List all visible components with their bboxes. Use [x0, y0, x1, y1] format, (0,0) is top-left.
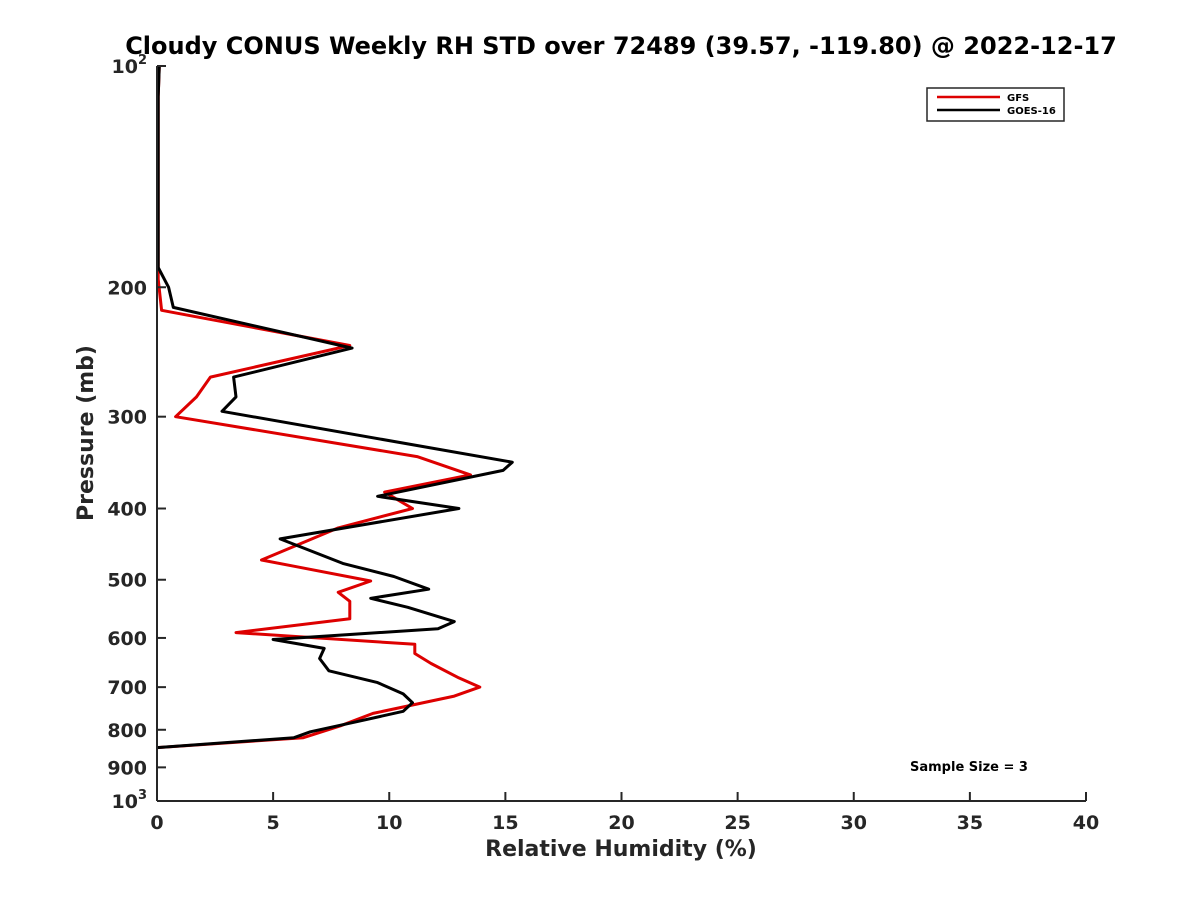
- sample-size-annotation: Sample Size = 3: [910, 760, 1028, 775]
- legend-box: [926, 87, 1065, 122]
- y-tick-label: 900: [107, 757, 147, 779]
- x-axis-label: Relative Humidity (%): [485, 837, 757, 862]
- plot-area: [157, 66, 514, 750]
- y-tick-label: 500: [107, 570, 147, 592]
- series-layer: [157, 66, 514, 750]
- y-tick-label-base: 800: [107, 720, 147, 742]
- series-line-goes-16: [157, 66, 514, 750]
- y-tick-label: 800: [107, 720, 147, 742]
- y-tick-label: 600: [107, 628, 147, 650]
- x-tick-label: 40: [1073, 812, 1099, 834]
- y-tick-label: 102: [112, 53, 148, 78]
- x-tick-label: 25: [724, 812, 750, 834]
- y-tick-label-base: 10: [112, 56, 138, 78]
- y-tick-label-exponent: 3: [138, 788, 147, 803]
- y-tick-label: 300: [107, 407, 147, 429]
- x-tick-label: 35: [957, 812, 983, 834]
- y-tick-label-base: 500: [107, 570, 147, 592]
- x-tick-label: 10: [376, 812, 402, 834]
- y-axis-label: Pressure (mb): [74, 345, 99, 521]
- y-tick-label-exponent: 2: [138, 53, 147, 68]
- legend: GFS GOES-16: [926, 87, 1065, 122]
- y-tick-label: 103: [112, 788, 148, 813]
- x-tick-label: 5: [267, 812, 280, 834]
- y-tick-label-base: 200: [107, 277, 147, 299]
- y-tick-label-base: 600: [107, 628, 147, 650]
- y-tick-label: 400: [107, 499, 147, 521]
- y-tick-label: 700: [107, 677, 147, 699]
- y-tick-label-base: 900: [107, 757, 147, 779]
- y-tick-label-base: 10: [112, 791, 138, 813]
- y-tick-label: 200: [107, 277, 147, 299]
- legend-label-goes-16: GOES-16: [1007, 106, 1056, 117]
- x-ticks: 0 5 10 15 20 25 30 35 40: [150, 792, 1099, 834]
- x-tick-label: 15: [492, 812, 518, 834]
- y-tick-label-base: 700: [107, 677, 147, 699]
- y-tick-label-base: 400: [107, 499, 147, 521]
- chart-title: Cloudy CONUS Weekly RH STD over 72489 (3…: [125, 32, 1117, 60]
- x-tick-label: 30: [841, 812, 867, 834]
- y-tick-label-base: 300: [107, 407, 147, 429]
- legend-label-gfs: GFS: [1007, 93, 1029, 104]
- x-tick-label: 0: [150, 812, 163, 834]
- x-tick-label: 20: [608, 812, 634, 834]
